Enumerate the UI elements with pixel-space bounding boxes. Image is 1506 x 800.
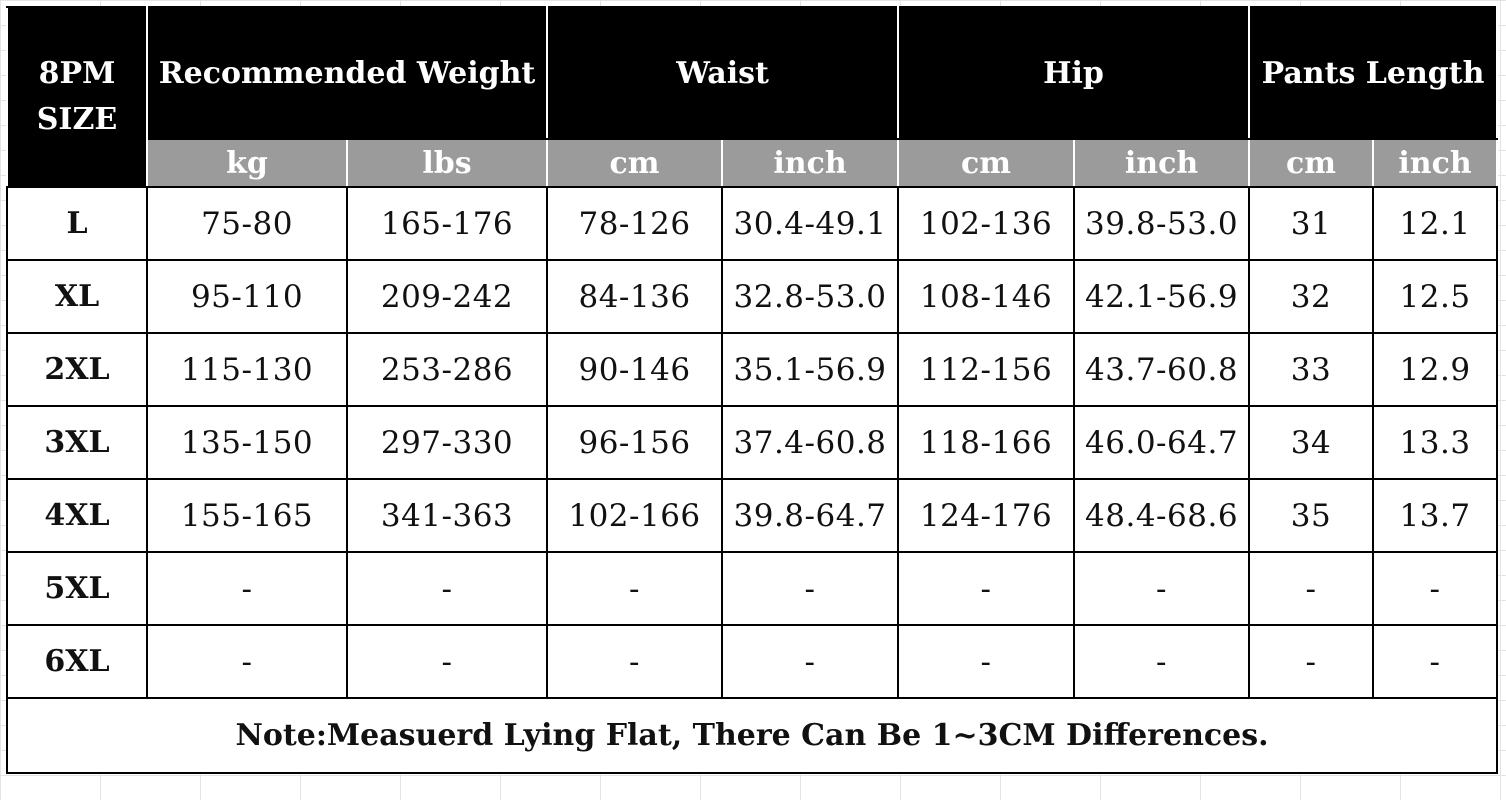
- table-cell: 75-80: [146, 186, 348, 261]
- table-cell: -: [897, 551, 1076, 626]
- unit-header: inch: [721, 138, 900, 188]
- table-row: 5XL - - - - - - - -: [6, 551, 1499, 626]
- table-cell: 46.0-64.7: [1073, 405, 1251, 480]
- table-cell: 341-363: [345, 478, 549, 553]
- table-cell: 13.7: [1372, 478, 1499, 553]
- table-cell: 118-166: [897, 405, 1076, 480]
- table-cell: 78-126: [546, 186, 724, 261]
- table-cell: -: [146, 624, 348, 699]
- table-cell: -: [1073, 551, 1251, 626]
- unit-header: cm: [897, 138, 1076, 188]
- table-cell: 112-156: [897, 332, 1076, 407]
- size-label-cell: XL: [6, 259, 148, 334]
- table-cell: 48.4-68.6: [1073, 478, 1251, 553]
- table-cell: 155-165: [146, 478, 348, 553]
- table-cell: 33: [1248, 332, 1375, 407]
- table-row: XL 95-110 209-242 84-136 32.8-53.0 108-146 42.…: [6, 259, 1499, 334]
- table-cell: 84-136: [546, 259, 724, 334]
- table-cell: 32.8-53.0: [721, 259, 900, 334]
- table-cell: 13.3: [1372, 405, 1499, 480]
- table-cell: 95-110: [146, 259, 348, 334]
- size-header-line1: 8PM: [38, 56, 116, 91]
- table-cell: -: [1372, 551, 1499, 626]
- size-label-cell: 6XL: [6, 624, 148, 699]
- table-body: L 75-80 165-176 78-126 30.4-49.1 102-136 39.8-…: [6, 186, 1499, 699]
- table-header: 8PM SIZE Recommended Weight Waist Hip Pa…: [6, 6, 1499, 188]
- table-cell: 37.4-60.8: [721, 405, 900, 480]
- table-cell: -: [546, 624, 724, 699]
- table-cell: 12.9: [1372, 332, 1499, 407]
- table-row: L 75-80 165-176 78-126 30.4-49.1 102-136 39.8-…: [6, 186, 1499, 261]
- table-cell: 12.1: [1372, 186, 1499, 261]
- table-cell: -: [146, 551, 348, 626]
- table-cell: 297-330: [345, 405, 549, 480]
- table-cell: 209-242: [345, 259, 549, 334]
- table-cell: 102-166: [546, 478, 724, 553]
- unit-header: cm: [546, 138, 724, 188]
- table-cell: 135-150: [146, 405, 348, 480]
- size-chart-table: 8PM SIZE Recommended Weight Waist Hip Pa…: [5, 6, 1499, 774]
- table-cell: 108-146: [897, 259, 1076, 334]
- table-row: 4XL 155-165 341-363 102-166 39.8-64.7 124-176…: [6, 478, 1499, 553]
- table-cell: -: [1248, 624, 1375, 699]
- table-cell: 253-286: [345, 332, 549, 407]
- header-unit-row: kg lbs cm inch cm inch cm inch: [7, 138, 1499, 188]
- unit-header: cm: [1248, 138, 1375, 188]
- table-cell: 31: [1248, 186, 1375, 261]
- table-cell: -: [1073, 624, 1251, 699]
- table-cell: 34: [1248, 405, 1375, 480]
- table-cell: -: [1372, 624, 1499, 699]
- table-cell: 35.1-56.9: [721, 332, 900, 407]
- table-cell: -: [546, 551, 724, 626]
- size-label-cell: 2XL: [6, 332, 148, 407]
- size-column-header: 8PM SIZE: [6, 6, 148, 188]
- group-header-hip: Hip: [897, 6, 1251, 140]
- table-cell: -: [1248, 551, 1375, 626]
- table-cell: 32: [1248, 259, 1375, 334]
- table-cell: 43.7-60.8: [1073, 332, 1251, 407]
- table-cell: 39.8-64.7: [721, 478, 900, 553]
- unit-header: kg: [146, 138, 348, 188]
- table-cell: 39.8-53.0: [1073, 186, 1251, 261]
- table-footer: Note:Measuerd Lying Flat, There Can Be 1…: [5, 697, 1499, 774]
- table-row: 2XL 115-130 253-286 90-146 35.1-56.9 112-156 4…: [6, 332, 1499, 407]
- unit-header: inch: [1372, 138, 1499, 188]
- group-header-pants-length: Pants Length: [1248, 6, 1499, 140]
- unit-header: inch: [1073, 138, 1251, 188]
- table-cell: -: [897, 624, 1076, 699]
- table-cell: 12.5: [1372, 259, 1499, 334]
- note-row: Note:Measuerd Lying Flat, There Can Be 1…: [5, 697, 1499, 774]
- size-label-cell: 5XL: [6, 551, 148, 626]
- size-header-line2: SIZE: [36, 102, 118, 137]
- table-cell: 115-130: [146, 332, 348, 407]
- group-header-weight: Recommended Weight: [145, 6, 549, 140]
- table-cell: -: [721, 624, 900, 699]
- size-label-cell: 4XL: [6, 478, 148, 553]
- table-row: 3XL 135-150 297-330 96-156 37.4-60.8 118-166 4…: [6, 405, 1499, 480]
- table-cell: 96-156: [546, 405, 724, 480]
- header-group-row: 8PM SIZE Recommended Weight Waist Hip Pa…: [6, 6, 1499, 188]
- unit-header: lbs: [345, 138, 549, 188]
- table-cell: 102-136: [897, 186, 1076, 261]
- table-cell: 30.4-49.1: [721, 186, 900, 261]
- measurement-note: Note:Measuerd Lying Flat, There Can Be 1…: [5, 697, 1499, 774]
- table-cell: 165-176: [345, 186, 549, 261]
- table-cell: -: [721, 551, 900, 626]
- table-cell: 90-146: [546, 332, 724, 407]
- table-cell: 124-176: [897, 478, 1076, 553]
- table-cell: 42.1-56.9: [1073, 259, 1251, 334]
- table-cell: -: [345, 624, 549, 699]
- size-label-cell: L: [6, 186, 148, 261]
- table-row: 6XL - - - - - - - -: [6, 624, 1499, 699]
- group-header-waist: Waist: [546, 6, 900, 140]
- size-label-cell: 3XL: [6, 405, 148, 480]
- table-cell: 35: [1248, 478, 1375, 553]
- table-cell: -: [345, 551, 549, 626]
